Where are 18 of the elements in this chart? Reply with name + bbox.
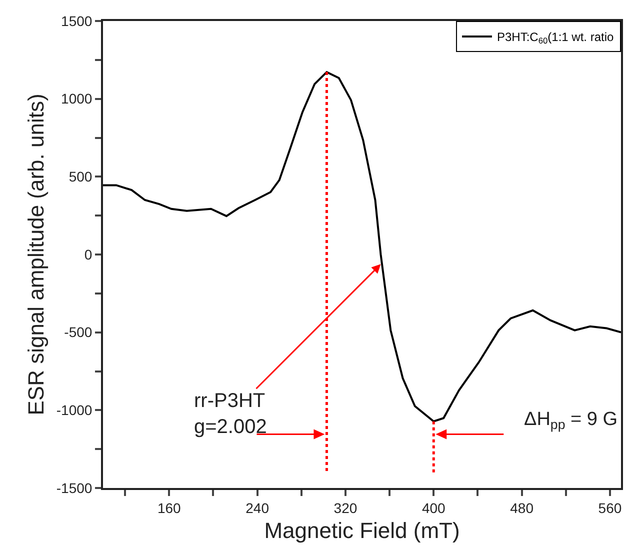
y-tick-label: -1500 (56, 480, 92, 496)
x-axis-title: Magnetic Field (mT) (264, 518, 460, 544)
y-tick-label: 500 (68, 168, 92, 185)
y-tick-label: 0 (84, 246, 92, 262)
y-tick-label: -500 (64, 324, 92, 340)
y-tick-label: 1500 (61, 12, 92, 29)
x-tick-label: 400 (422, 500, 446, 516)
x-tick-label: 480 (510, 500, 534, 516)
y-tick-label: -1000 (56, 402, 92, 418)
x-tick-label: 160 (157, 500, 182, 516)
y-axis-title: ESR signal amplitude (arb. units) (24, 94, 49, 416)
annotation: ΔH$_{pp}$ = 9 G (524, 409, 618, 432)
x-tick-label: 240 (246, 500, 270, 516)
x-tick-label: 560 (598, 500, 622, 516)
annotation: rr-P3HT g=2.002 (194, 390, 267, 438)
y-tick-label: 1000 (61, 90, 92, 107)
legend-label: P3HT:C$_{60}$(1:1 wt. ratio (497, 30, 614, 46)
x-tick-label: 320 (334, 500, 358, 516)
